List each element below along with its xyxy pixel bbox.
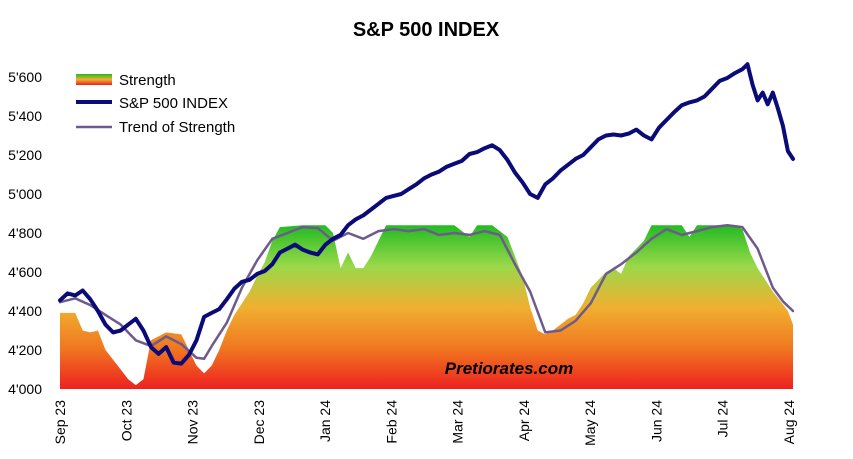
x-tick-label: Nov 23 bbox=[185, 400, 201, 445]
legend-label-strength: Strength bbox=[119, 72, 176, 89]
x-tick-label: Aug 24 bbox=[781, 400, 797, 445]
sp500-index-line bbox=[58, 62, 795, 366]
y-tick-label: 4'200 bbox=[8, 342, 42, 358]
y-tick-label: 4'800 bbox=[8, 225, 42, 241]
x-tick-label: Jun 24 bbox=[649, 400, 665, 442]
legend: Strength S&P 500 INDEX Trend of Strength bbox=[76, 72, 235, 136]
y-tick-label: 4'400 bbox=[8, 303, 42, 319]
x-tick-label: Jan 24 bbox=[317, 400, 333, 442]
x-tick-label: Apr 24 bbox=[516, 400, 532, 441]
strength-area bbox=[60, 225, 793, 389]
x-tick-label: Jul 24 bbox=[715, 400, 731, 438]
legend-swatch-strength bbox=[76, 74, 112, 85]
strength-area-layer bbox=[60, 225, 793, 389]
trend-of-strength-line bbox=[58, 223, 795, 361]
watermark-annotation: Pretiorates.com bbox=[445, 359, 574, 378]
x-tick-label: Oct 23 bbox=[118, 400, 134, 441]
x-tick-label: May 24 bbox=[582, 400, 598, 446]
x-tick-label: Feb 24 bbox=[383, 400, 399, 444]
y-tick-label: 4'600 bbox=[8, 264, 42, 280]
y-tick-label: 5'000 bbox=[8, 186, 42, 202]
chart-title: S&P 500 INDEX bbox=[353, 19, 500, 41]
y-tick-label: 4'000 bbox=[8, 381, 42, 397]
x-tick-label: Dec 23 bbox=[251, 400, 267, 445]
line-layer bbox=[58, 62, 795, 366]
x-tick-label: Mar 24 bbox=[450, 400, 466, 444]
y-tick-label: 5'200 bbox=[8, 147, 42, 163]
x-tick-label: Sep 23 bbox=[52, 400, 68, 445]
legend-label-sp500: S&P 500 INDEX bbox=[119, 95, 228, 112]
y-axis-ticks: 4'000 4'200 4'400 4'600 4'800 5'000 5'200 5'400… bbox=[8, 69, 42, 397]
legend-label-trend: Trend of Strength bbox=[119, 119, 235, 136]
y-tick-label: 5'400 bbox=[8, 108, 42, 124]
x-axis-ticks: Sep 23 Oct 23 Nov 23 Dec 23 Jan 24 Feb 24 Mar … bbox=[52, 400, 797, 446]
y-tick-label: 5'600 bbox=[8, 69, 42, 85]
